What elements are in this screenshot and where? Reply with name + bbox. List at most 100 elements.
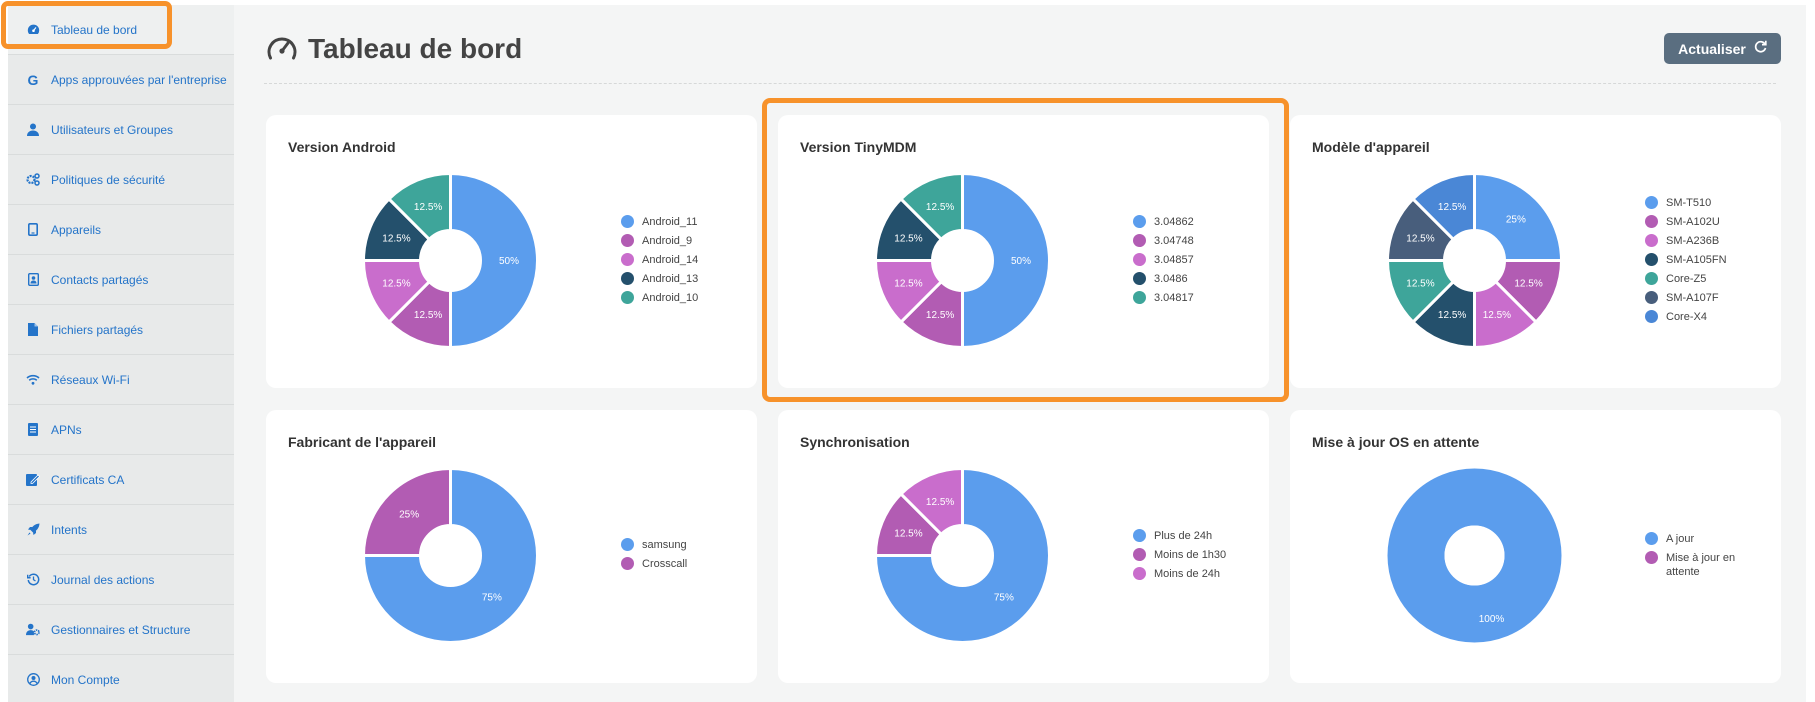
legend-label: 3.04862 xyxy=(1154,216,1194,228)
chart-card-device-model: Modèle d'appareil 25% 12.5% 12.5% 12.5% 12.5… xyxy=(1290,115,1781,388)
chart-legend: Android_11 Android_9 Android_14 Android_13 A… xyxy=(621,215,698,310)
sidebar-item-apps[interactable]: G Apps approuvées par l'entreprise xyxy=(8,55,234,105)
legend-label: Core-X4 xyxy=(1666,311,1707,323)
legend-swatch xyxy=(1133,567,1146,580)
slice-label: 12.5% xyxy=(926,497,954,508)
legend-swatch xyxy=(621,291,634,304)
donut-chart: 75% 25% xyxy=(363,468,538,643)
slice-label: 12.5% xyxy=(1438,202,1466,213)
user-gear-icon xyxy=(26,623,40,637)
donut-chart: 50% 12.5% 12.5% 12.5% 12.5% xyxy=(363,173,538,348)
card-title: Version Android xyxy=(288,139,396,155)
sidebar: Tableau de bord G Apps approuvées par l'… xyxy=(8,5,234,702)
legend-item[interactable]: 3.04748 xyxy=(1133,234,1194,253)
chart-card-tinymdm-version: Version TinyMDM 50% 12.5% 12.5% 12.5% 12.5% … xyxy=(778,115,1269,388)
donut-slice[interactable] xyxy=(1387,468,1562,643)
legend-swatch xyxy=(621,272,634,285)
legend-item[interactable]: Android_14 xyxy=(621,253,698,272)
sidebar-item-label: Politiques de sécurité xyxy=(51,172,166,187)
legend-item[interactable]: Core-X4 xyxy=(1645,310,1727,329)
sidebar-item-gestionnaires[interactable]: Gestionnaires et Structure xyxy=(8,605,234,655)
legend-swatch xyxy=(621,557,634,570)
page-title: Tableau de bord xyxy=(266,33,522,65)
legend-label: 3.04748 xyxy=(1154,235,1194,247)
legend-item[interactable]: Moins de 24h xyxy=(1133,567,1226,586)
legend-item[interactable]: SM-A236B xyxy=(1645,234,1727,253)
refresh-button[interactable]: Actualiser xyxy=(1664,33,1781,64)
legend-item[interactable]: SM-A105FN xyxy=(1645,253,1727,272)
legend-item[interactable]: Crosscall xyxy=(621,557,687,576)
sidebar-item-label: Tableau de bord xyxy=(51,22,138,37)
legend-item[interactable]: SM-T510 xyxy=(1645,196,1727,215)
legend-item[interactable]: Android_13 xyxy=(621,272,698,291)
legend-swatch xyxy=(1645,532,1658,545)
chart-card-synchronisation: Synchronisation 75% 12.5% 12.5% Plus de 24… xyxy=(778,410,1269,683)
sidebar-item-certificats[interactable]: Certificats CA xyxy=(8,455,234,505)
sidebar-item-label: Réseaux Wi-Fi xyxy=(51,372,130,387)
history-icon xyxy=(26,573,40,587)
card-title: Synchronisation xyxy=(800,434,910,450)
slice-label: 12.5% xyxy=(382,234,410,245)
sidebar-item-label: Appareils xyxy=(51,222,102,237)
legend-label: SM-T510 xyxy=(1666,197,1712,209)
legend-item[interactable]: Android_11 xyxy=(621,215,698,234)
legend-label: SM-A102U xyxy=(1666,216,1720,228)
legend-swatch xyxy=(621,215,634,228)
legend-item[interactable]: SM-A107F xyxy=(1645,291,1727,310)
legend-item[interactable]: 3.04817 xyxy=(1133,291,1194,310)
legend-item[interactable]: 3.04862 xyxy=(1133,215,1194,234)
user-icon xyxy=(26,123,40,137)
sidebar-item-intents[interactable]: Intents xyxy=(8,505,234,555)
sidebar-item-label: Intents xyxy=(51,522,88,537)
legend-item[interactable]: Mise à jour en attente xyxy=(1645,551,1746,585)
legend-item[interactable]: Plus de 24h xyxy=(1133,529,1226,548)
donut-hole xyxy=(932,525,993,586)
sidebar-item-mon-compte[interactable]: Mon Compte xyxy=(8,655,234,702)
slice-label: 75% xyxy=(994,592,1014,603)
legend-item[interactable]: Core-Z5 xyxy=(1645,272,1727,291)
slice-label: 12.5% xyxy=(926,202,954,213)
sidebar-item-label: Journal des actions xyxy=(51,572,155,587)
legend-item[interactable]: Android_10 xyxy=(621,291,698,310)
legend-label: Android_13 xyxy=(642,273,699,285)
sidebar-item-utilisateurs[interactable]: Utilisateurs et Groupes xyxy=(8,105,234,155)
legend-item[interactable]: samsung xyxy=(621,538,687,557)
rocket-icon xyxy=(26,523,40,537)
sidebar-item-label: Utilisateurs et Groupes xyxy=(51,122,174,137)
legend-label: Android_11 xyxy=(642,216,698,228)
card-title: Version TinyMDM xyxy=(800,139,917,155)
legend-item[interactable]: SM-A102U xyxy=(1645,215,1727,234)
sidebar-item-wifi[interactable]: Réseaux Wi-Fi xyxy=(8,355,234,405)
legend-swatch xyxy=(1645,272,1658,285)
chart-card-os-update: Mise à jour OS en attente 100% A jour Mis… xyxy=(1290,410,1781,683)
legend-swatch xyxy=(1133,548,1146,561)
account-icon xyxy=(26,673,40,687)
legend-item[interactable]: Android_9 xyxy=(621,234,698,253)
slice-label: 12.5% xyxy=(894,234,922,245)
donut-chart: 100% xyxy=(1387,468,1562,643)
legend-item[interactable]: A jour xyxy=(1645,532,1746,551)
sidebar-item-apns[interactable]: APNs xyxy=(8,405,234,455)
refresh-button-label: Actualiser xyxy=(1678,40,1746,57)
legend-swatch xyxy=(1645,551,1658,564)
gears-icon xyxy=(26,173,40,187)
legend-item[interactable]: Moins de 1h30 xyxy=(1133,548,1226,567)
legend-swatch xyxy=(1645,310,1658,323)
dashboard-icon xyxy=(26,23,40,37)
sidebar-item-label: Apps approuvées par l'entreprise xyxy=(51,72,227,87)
legend-item[interactable]: 3.0486 xyxy=(1133,272,1194,291)
tablet-icon xyxy=(26,223,40,237)
main-content: Tableau de bord Actualiser Version Andro… xyxy=(234,5,1806,702)
chart-legend: samsung Crosscall xyxy=(621,538,687,576)
sidebar-item-tableau-de-bord[interactable]: Tableau de bord xyxy=(8,5,234,55)
sidebar-item-politiques[interactable]: Politiques de sécurité xyxy=(8,155,234,205)
legend-item[interactable]: 3.04857 xyxy=(1133,253,1194,272)
sidebar-item-label: Mon Compte xyxy=(51,672,120,687)
sidebar-item-label: Contacts partagés xyxy=(51,272,149,287)
legend-swatch xyxy=(1645,215,1658,228)
sidebar-item-contacts[interactable]: Contacts partagés xyxy=(8,255,234,305)
sidebar-item-journal[interactable]: Journal des actions xyxy=(8,555,234,605)
sidebar-item-label: APNs xyxy=(51,422,82,437)
sidebar-item-appareils[interactable]: Appareils xyxy=(8,205,234,255)
sidebar-item-fichiers[interactable]: Fichiers partagés xyxy=(8,305,234,355)
